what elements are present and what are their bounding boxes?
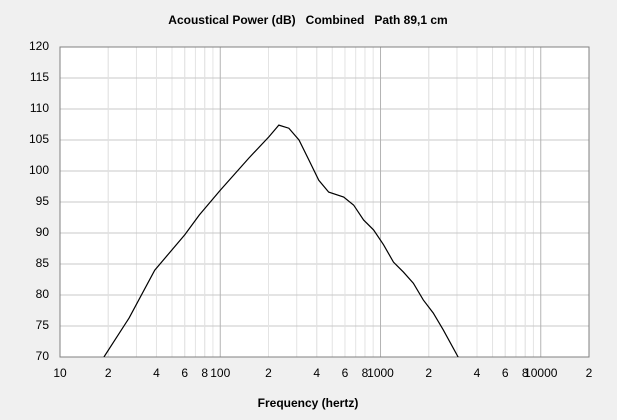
y-tick-label: 70	[36, 349, 50, 363]
y-tick-label: 120	[29, 39, 49, 53]
x-tick-label: 2	[265, 366, 272, 380]
x-tick-label: 8	[201, 366, 208, 380]
x-tick-label: 4	[474, 366, 481, 380]
x-tick-label: 8	[522, 366, 529, 380]
y-tick-label: 110	[30, 101, 49, 115]
data-line	[103, 124, 459, 357]
y-tick-label: 100	[29, 163, 49, 177]
x-tick-label: 6	[181, 366, 188, 380]
y-tick-label: 85	[36, 256, 50, 270]
x-tick-label: 4	[153, 366, 160, 380]
x-tick-label: 6	[502, 366, 509, 380]
x-tick-label: 2	[586, 366, 593, 380]
x-tick-label: 100	[210, 366, 230, 380]
x-tick-label: 1000	[367, 366, 394, 380]
y-tick-label: 115	[30, 70, 49, 84]
y-tick-label: 105	[29, 132, 49, 146]
x-axis-label: Frequency (hertz)	[258, 396, 359, 410]
x-tick-label: 6	[342, 366, 349, 380]
x-tick-label: 10	[53, 366, 67, 380]
y-tick-label: 95	[36, 194, 50, 208]
x-tick-label: 2	[105, 366, 112, 380]
x-tick-label: 8	[362, 366, 369, 380]
y-tick-label: 90	[36, 225, 50, 239]
x-tick-label: 2	[425, 366, 432, 380]
plot-frame	[59, 46, 590, 358]
chart-title: Acoustical Power (dB) Combined Path 89,1…	[168, 13, 447, 27]
y-tick-label: 80	[36, 287, 50, 301]
x-tick-label: 10000	[524, 366, 558, 380]
y-tick-label: 75	[36, 318, 50, 332]
x-tick-label: 4	[313, 366, 320, 380]
